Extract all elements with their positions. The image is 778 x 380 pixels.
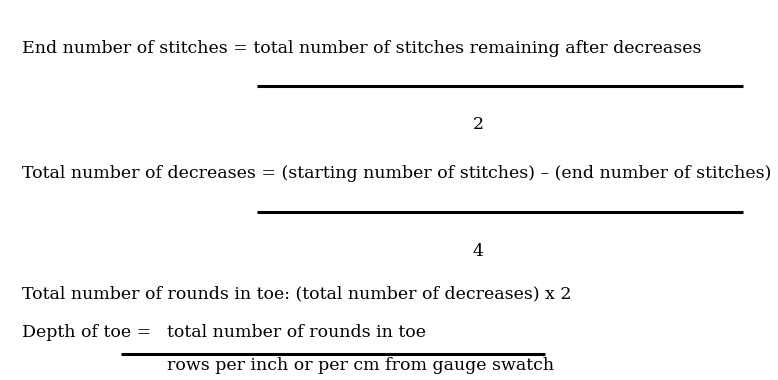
- Text: 4: 4: [473, 243, 484, 260]
- Text: 2: 2: [473, 116, 484, 133]
- Text: total number of rounds in toe: total number of rounds in toe: [167, 324, 426, 341]
- Text: Total number of rounds in toe: (total number of decreases) x 2: Total number of rounds in toe: (total nu…: [22, 286, 571, 303]
- Text: End number of stitches = total number of stitches remaining after decreases: End number of stitches = total number of…: [22, 40, 701, 57]
- Text: rows per inch or per cm from gauge swatch: rows per inch or per cm from gauge swatc…: [167, 357, 555, 374]
- Text: Depth of toe =: Depth of toe =: [22, 324, 151, 341]
- Text: Total number of decreases = (starting number of stitches) – (end number of stitc: Total number of decreases = (starting nu…: [22, 165, 771, 182]
